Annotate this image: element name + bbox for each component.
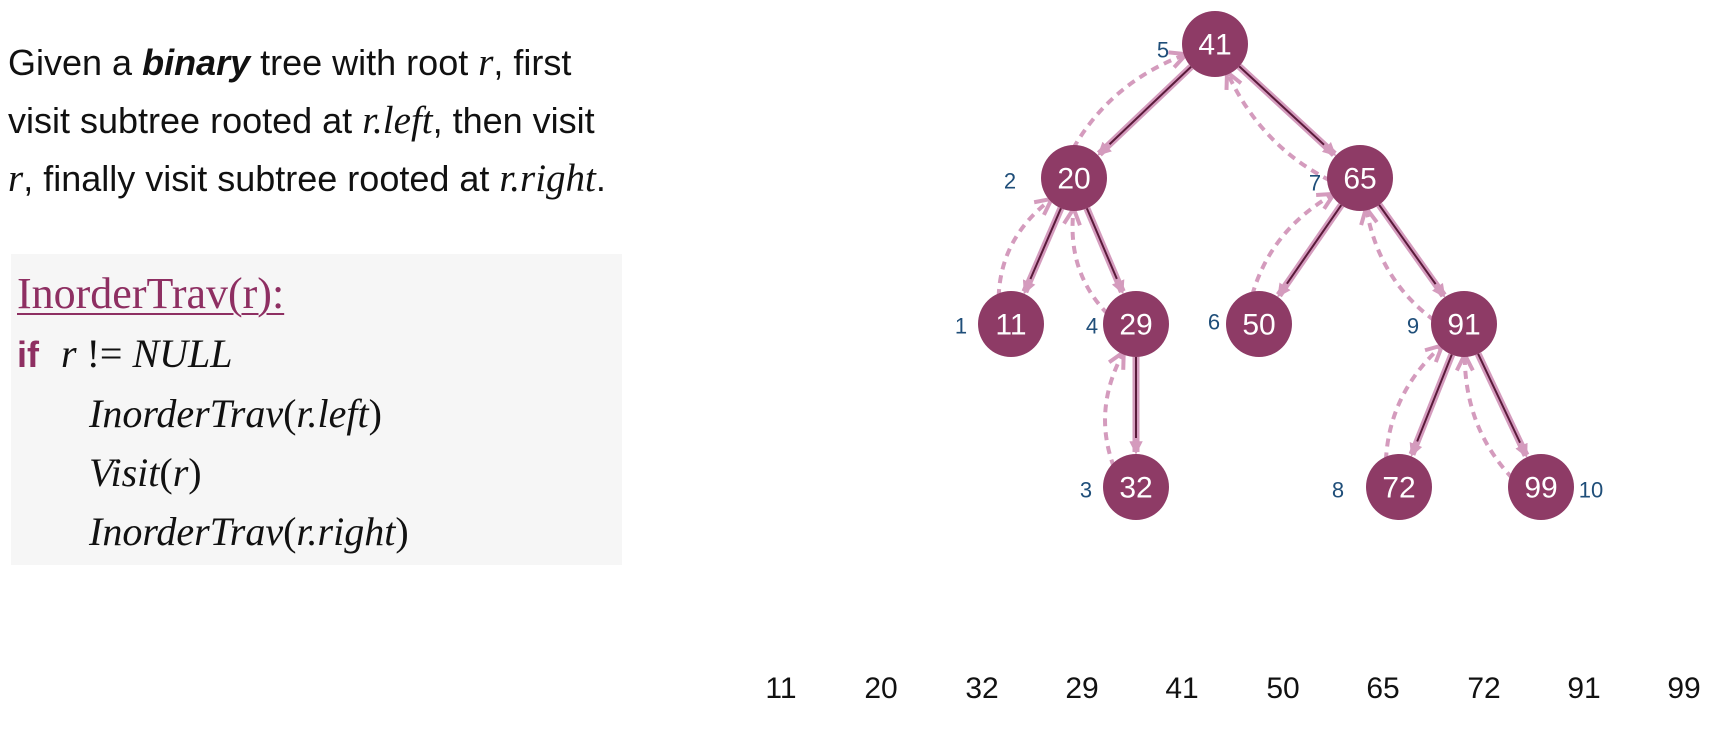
- node-circle-11: [978, 291, 1044, 357]
- description-line-2: visit subtree rooted at r.left, then vis…: [8, 99, 595, 142]
- return-arrow-32-29: [1103, 354, 1123, 468]
- edge-41-65: [1238, 65, 1330, 150]
- node-circle-50: [1226, 291, 1292, 357]
- tree-node-91: 91: [1431, 291, 1497, 357]
- return-arrow-20-41: [1071, 55, 1184, 150]
- edge-91-99: [1477, 353, 1524, 449]
- visit-order-11: 1: [955, 314, 967, 339]
- sequence-item: 50: [1266, 672, 1300, 705]
- visit-order-91: 9: [1407, 314, 1419, 339]
- edge-41-20: [1104, 66, 1192, 150]
- node-label-65: 65: [1343, 163, 1376, 196]
- sequence-item: 91: [1567, 672, 1601, 705]
- edge-arrowhead-41-65: [1321, 141, 1337, 157]
- tree-node-29: 29: [1103, 291, 1169, 357]
- sequence-item: 41: [1165, 672, 1199, 705]
- node-label-29: 29: [1119, 309, 1152, 342]
- tree-node-41: 41: [1182, 11, 1248, 77]
- node-label-99: 99: [1524, 472, 1557, 505]
- return-arrow-99-91: [1465, 356, 1515, 480]
- edge-arrowhead-41-20: [1097, 141, 1112, 156]
- node-label-11: 11: [995, 309, 1026, 342]
- node-circle-41: [1182, 11, 1248, 77]
- sequence-item: 20: [864, 672, 898, 705]
- edge-arrowhead-65-91: [1431, 282, 1446, 298]
- visit-order-20: 2: [1004, 169, 1016, 194]
- pseudocode-box: InorderTrav(r): if r != NULL InorderTrav(…: [11, 254, 622, 565]
- visit-order-32: 3: [1080, 478, 1092, 503]
- tree-node-72: 72: [1366, 454, 1432, 520]
- sequence-item: 11: [765, 672, 797, 705]
- node-label-91: 91: [1447, 309, 1480, 342]
- visit-order-99: 10: [1579, 478, 1603, 503]
- return-arrow-11-20: [996, 200, 1050, 298]
- node-circle-99: [1508, 454, 1574, 520]
- edge-91-72: [1413, 354, 1453, 448]
- node-circle-20: [1041, 145, 1107, 211]
- edge-20-11: [1027, 207, 1062, 285]
- sequence-item: 65: [1366, 672, 1400, 705]
- node-circle-91: [1431, 291, 1497, 357]
- node-circle-32: [1103, 454, 1169, 520]
- pseudocode-visit-call: Visit(r): [89, 450, 202, 495]
- edge-20-29: [1085, 207, 1121, 285]
- node-circle-72: [1366, 454, 1432, 520]
- sequence-item: 29: [1065, 672, 1099, 705]
- description-line-1: Given a binary tree with root r, first: [8, 41, 572, 84]
- pseudocode-right-call: InorderTrav(r.right): [89, 509, 409, 554]
- sequence-item: 99: [1667, 672, 1701, 705]
- return-arrow-65-41: [1228, 74, 1332, 183]
- description-line-3: r, finally visit subtree rooted at r.rig…: [8, 157, 606, 200]
- tree-node-20: 20: [1041, 145, 1107, 211]
- return-arrow-91-65: [1366, 210, 1436, 323]
- sequence-item: 72: [1467, 672, 1501, 705]
- description-text: Given a binary tree with root r, first v…: [8, 34, 768, 208]
- visit-order-29: 4: [1086, 314, 1098, 339]
- edge-65-91: [1378, 204, 1440, 290]
- return-arrow-50-65: [1250, 195, 1332, 296]
- tree-node-99: 99: [1508, 454, 1574, 520]
- pseudocode-title: InorderTrav(r):: [17, 269, 285, 318]
- visit-order-50: 6: [1208, 310, 1220, 335]
- visit-order-41: 5: [1157, 38, 1169, 63]
- pseudocode-left-call: InorderTrav(r.left): [89, 391, 382, 436]
- visit-order-65: 7: [1309, 171, 1321, 196]
- visit-order-72: 8: [1332, 478, 1344, 503]
- node-label-20: 20: [1057, 163, 1090, 196]
- tree-node-11: 11: [978, 291, 1044, 357]
- pseudocode-if-line: if r != NULL: [17, 331, 233, 376]
- sequence-item: 32: [965, 672, 999, 705]
- node-circle-65: [1327, 145, 1393, 211]
- node-label-32: 32: [1119, 472, 1152, 505]
- return-arrow-72-91: [1383, 347, 1441, 461]
- edge-arrowhead-20-11: [1022, 278, 1036, 295]
- edge-arrowhead-91-72: [1409, 440, 1423, 457]
- node-label-72: 72: [1382, 472, 1415, 505]
- tree-node-65: 65: [1327, 145, 1393, 211]
- return-arrow-29-20: [1073, 210, 1110, 316]
- tree-node-50: 50: [1226, 291, 1292, 357]
- edge-arrowhead-65-50: [1277, 282, 1291, 298]
- tree-node-32: 32: [1103, 454, 1169, 520]
- edge-65-50: [1282, 204, 1343, 290]
- node-label-41: 41: [1198, 29, 1231, 62]
- edge-arrowhead-91-99: [1515, 442, 1528, 458]
- node-label-50: 50: [1242, 309, 1275, 342]
- edge-arrowhead-20-29: [1111, 278, 1125, 295]
- node-circle-29: [1103, 291, 1169, 357]
